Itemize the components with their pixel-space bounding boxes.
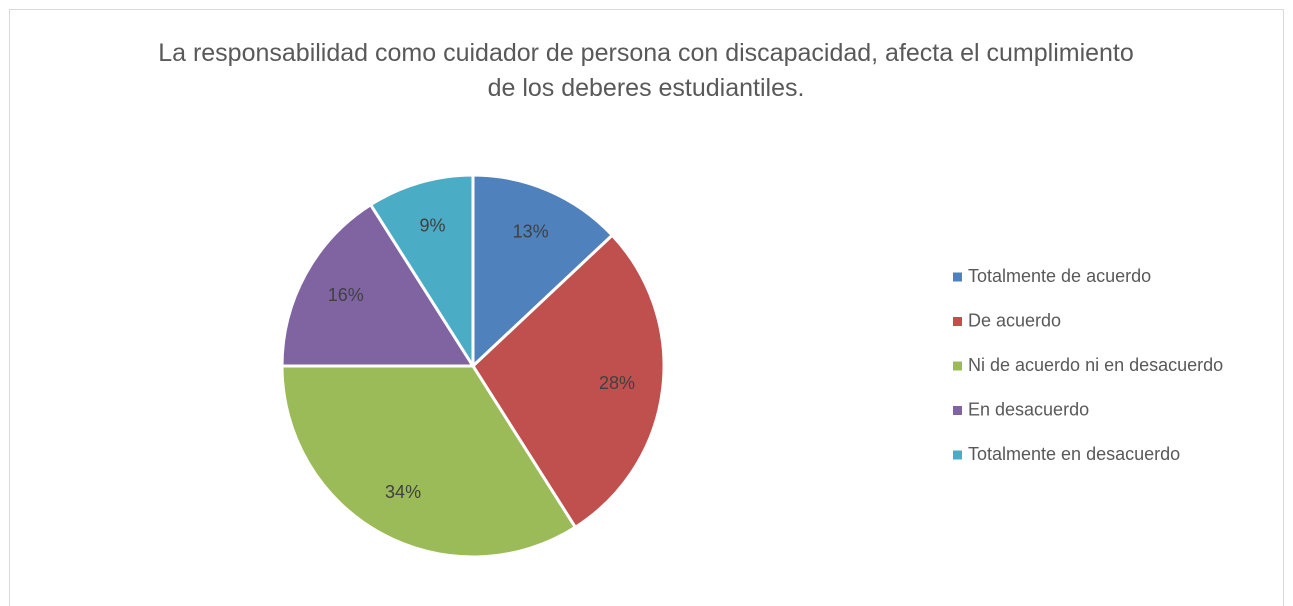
- pie-slice: [368, 173, 475, 372]
- pie-slice: [280, 202, 476, 368]
- pie-slice: [471, 233, 666, 530]
- data-label: 9%: [419, 215, 445, 235]
- legend-swatch: [953, 272, 962, 282]
- data-label: 13%: [513, 222, 549, 242]
- legend-swatch: [953, 361, 962, 371]
- legend-swatch: [953, 450, 962, 460]
- legend-label: Totalmente en desacuerdo: [968, 444, 1180, 464]
- pie-slice: [280, 364, 578, 559]
- legend-swatch: [953, 317, 962, 326]
- legend-label: De acuerdo: [968, 310, 1061, 330]
- legend-label: Ni de acuerdo ni en desacuerdo: [968, 355, 1223, 375]
- data-label: 28%: [599, 373, 635, 393]
- chart-title: La responsabilidad como cuidador de pers…: [158, 39, 1134, 102]
- data-label: 34%: [385, 482, 421, 502]
- data-label: 16%: [328, 285, 364, 305]
- chart-border: [9, 9, 1284, 606]
- legend-swatch: [953, 406, 962, 415]
- legend-label: Totalmente de acuerdo: [968, 266, 1151, 286]
- pie-slice: [471, 173, 615, 370]
- legend-label: En desacuerdo: [968, 399, 1089, 419]
